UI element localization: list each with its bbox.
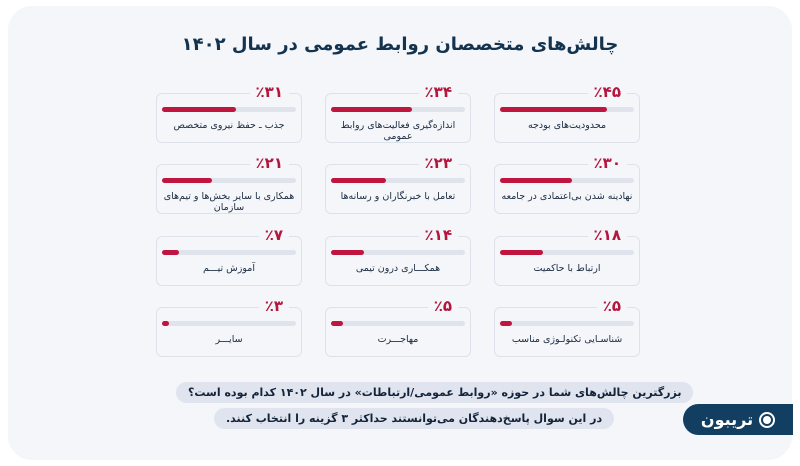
challenge-label: جذب ـ حفظ نیروی متخصص [173,120,285,131]
progress-fill [331,321,343,326]
progress-fill [162,250,179,255]
challenge-label: تعامل با خبرنگاران و رسانه‌ها [340,191,456,202]
progress-track [162,250,296,255]
challenge-label: سایـــر [215,334,243,345]
percentage-value: ٪۳۰ [587,154,627,172]
percentage-value: ٪۲۳ [418,154,458,172]
progress-fill [162,178,213,183]
progress-fill [500,178,572,183]
challenge-label: همکاری با سایر بخش‌ها و تیم‌های سازمان [163,191,295,213]
progress-fill [500,321,512,326]
progress-track [500,250,634,255]
challenge-label: محدودیت‌های بودجه [527,120,607,131]
challenge-label: ارتباط با حاکمیت [533,263,601,274]
progress-fill [162,107,236,112]
challenge-card: ٪۷ آموزش تیـــم [156,226,302,286]
percentage-value: ٪۲۱ [249,154,289,172]
progress-fill [331,107,413,112]
percentage-value: ٪۵ [596,297,627,315]
progress-track [162,321,296,326]
percentage-value: ٪۵ [427,297,458,315]
progress-track [162,107,296,112]
challenge-card: ٪۳۴ اندازه‌گیری فعالیت‌های روابط عمومی [325,83,471,143]
challenge-card: ٪۵ شناسـایی تکنولـوژی مناسب [494,297,640,357]
challenge-card: ٪۲۱ همکاری با سایر بخش‌ها و تیم‌های سازما… [156,154,302,214]
question-text: بزرگترین چالش‌های شما در حوزه «روابط عمو… [176,382,694,403]
progress-track [162,178,296,183]
challenge-card: ٪۲۳ تعامل با خبرنگاران و رسانه‌ها [325,154,471,214]
challenge-label: شناسـایی تکنولـوژی مناسب [511,334,623,345]
percentage-value: ٪۳ [258,297,289,315]
question-note: در این سوال پاسخ‌دهندگان می‌توانستند حدا… [214,408,615,429]
progress-fill [331,250,365,255]
progress-fill [331,178,386,183]
progress-track [331,250,465,255]
percentage-value: ٪۴۵ [587,83,627,101]
percentage-value: ٪۱۸ [587,226,627,244]
progress-track [500,178,634,183]
challenge-label: آموزش تیـــم [202,263,256,274]
progress-track [331,321,465,326]
challenge-card: ٪۱۸ ارتباط با حاکمیت [494,226,640,286]
progress-fill [500,107,608,112]
progress-track [500,107,634,112]
progress-fill [162,321,170,326]
progress-track [331,107,465,112]
challenge-card: ٪۳۰ نهادینه شدن بی‌اعتمادی در جامعه [494,154,640,214]
percentage-value: ٪۳۴ [418,83,458,101]
progress-track [331,178,465,183]
challenge-label: اندازه‌گیری فعالیت‌های روابط عمومی [340,120,456,142]
logo-text: تریبون [700,410,754,429]
challenge-label: همکـــاری درون تیمی [355,263,441,274]
progress-fill [500,250,543,255]
progress-track [500,321,634,326]
challenge-card: ٪۱۴ همکـــاری درون تیمی [325,226,471,286]
challenge-card: ٪۳ سایـــر [156,297,302,357]
challenge-card: ٪۳۱ جذب ـ حفظ نیروی متخصص [156,83,302,143]
challenge-label: مهاجـــرت [377,334,419,345]
challenge-card: ٪۴۵ محدودیت‌های بودجه [494,83,640,143]
challenge-card: ٪۵ مهاجـــرت [325,297,471,357]
percentage-value: ٪۷ [258,226,289,244]
percentage-value: ٪۳۱ [249,83,289,101]
logo-mark-icon [759,411,776,428]
tribune-logo: تریبون [683,404,793,435]
challenge-label: نهادینه شدن بی‌اعتمادی در جامعه [501,191,633,202]
percentage-value: ٪۱۴ [418,226,458,244]
page-title: چالش‌های متخصصان روابط عمومی در سال ۱۴۰۲ [181,34,619,55]
